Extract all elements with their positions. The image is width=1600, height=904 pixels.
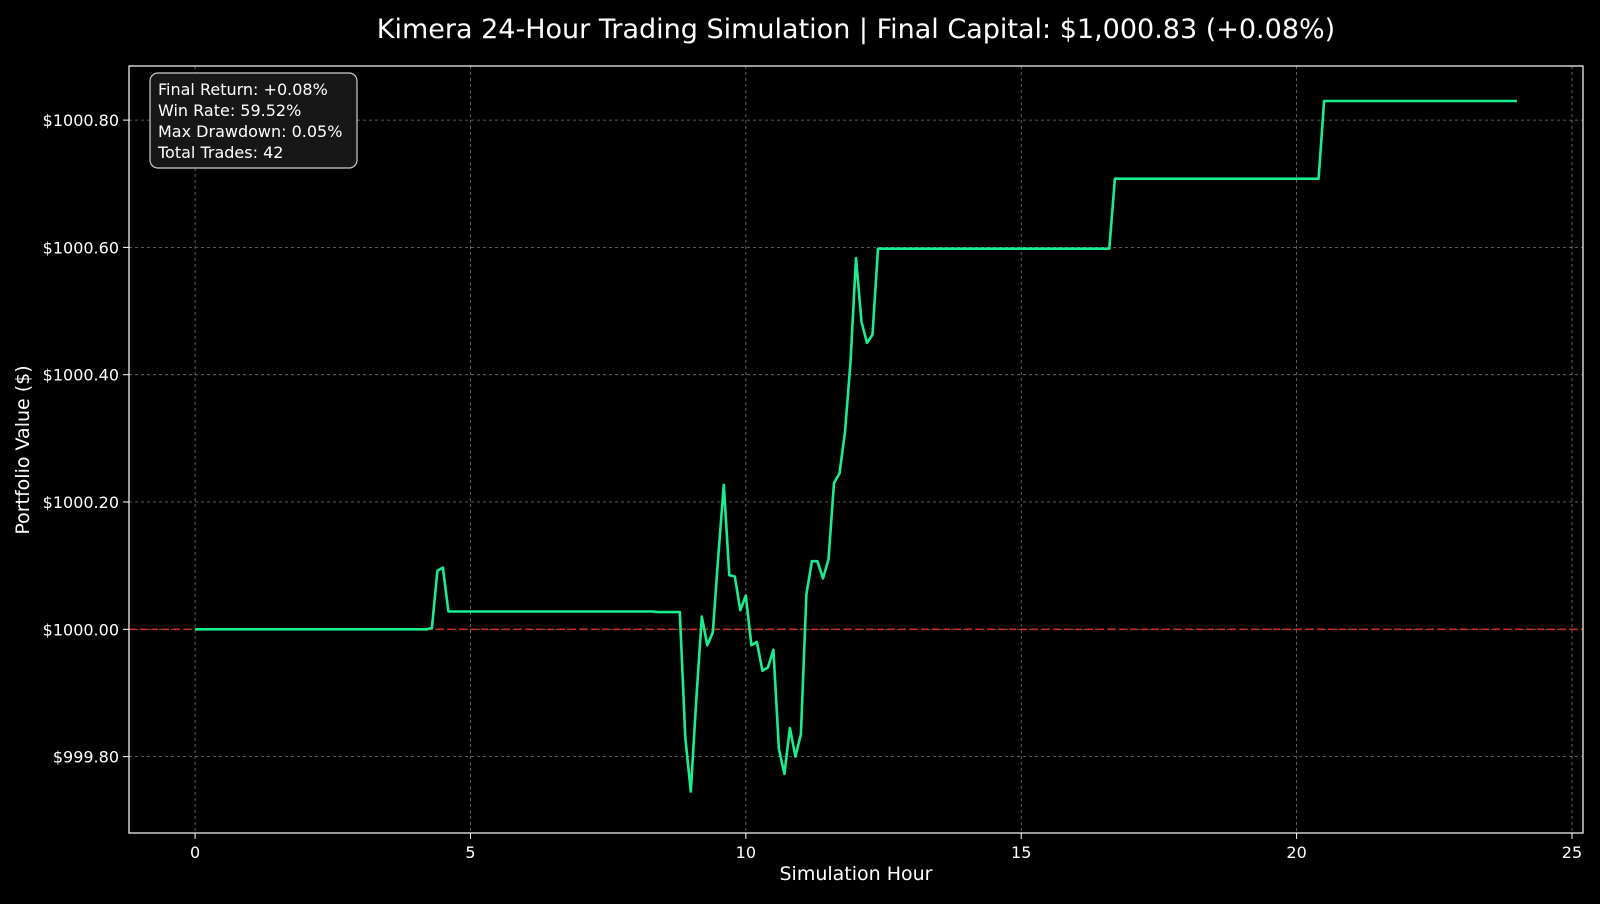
y-tick-label: $1000.40 [43, 366, 119, 385]
x-axis-label: Simulation Hour [779, 863, 932, 885]
y-tick-label: $999.80 [53, 748, 119, 767]
stats-total-trades: Total Trades: 42 [157, 143, 283, 162]
x-axis-ticks: 0 5 10 15 20 25 [190, 833, 1582, 862]
x-tick-label: 0 [190, 843, 200, 862]
x-tick-label: 20 [1286, 843, 1306, 862]
x-tick-label: 25 [1562, 843, 1582, 862]
stats-box-background [149, 72, 358, 169]
grid-layer [129, 66, 1583, 833]
y-axis-label: Portfolio Value ($) [12, 365, 34, 534]
x-tick-label: 5 [465, 843, 475, 862]
portfolio-value-line [195, 99, 1517, 793]
y-tick-label: $1000.20 [43, 493, 119, 512]
y-axis-ticks: $999.80 $1000.00 $1000.20 $1000.40 $1000.60 $… [43, 111, 129, 767]
series-layer [195, 99, 1517, 793]
stats-annotation-box: Final Return: +0.08% Win Rate: 59.52% Ma… [149, 72, 358, 169]
chart-title: Kimera 24-Hour Trading Simulation | Fina… [377, 14, 1335, 45]
stats-max-drawdown: Max Drawdown: 0.05% [158, 122, 342, 141]
plot-frame [128, 65, 1584, 834]
stats-win-rate: Win Rate: 59.52% [158, 101, 301, 120]
x-tick-label: 10 [736, 843, 756, 862]
y-tick-label: $1000.00 [43, 620, 119, 639]
stats-final-return: Final Return: +0.08% [158, 80, 328, 99]
y-tick-label: $1000.80 [43, 111, 119, 130]
x-tick-label: 15 [1011, 843, 1031, 862]
y-tick-label: $1000.60 [43, 238, 119, 257]
